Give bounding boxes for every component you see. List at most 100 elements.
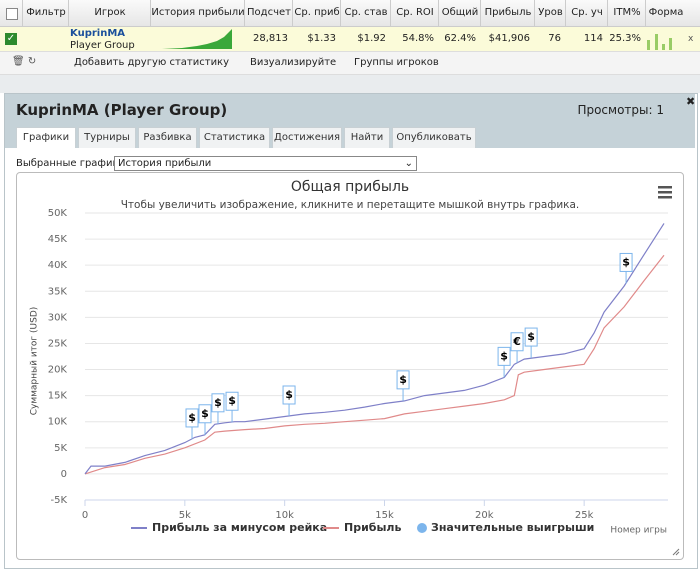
y-tick-label: 15K [48, 391, 68, 402]
column-header: Ср. уч [565, 0, 608, 26]
column-header: Игрок [68, 0, 151, 26]
column-header: Ср. ROI [390, 0, 439, 26]
legend-label: Прибыль [344, 521, 401, 534]
flag: $ [225, 391, 239, 423]
tab[interactable]: Статистика [199, 127, 270, 148]
form-bars [647, 34, 672, 50]
cell: 25.3% [609, 33, 641, 44]
y-tick-label: -5K [50, 495, 67, 506]
flag-box [282, 385, 296, 405]
flag: $ [211, 393, 225, 424]
series-line [84, 254, 665, 475]
column-header: Уров [534, 0, 566, 26]
y-tick-label: 10K [48, 417, 68, 428]
flag-box [619, 252, 633, 272]
tab[interactable]: Турниры [78, 127, 136, 148]
resize-handle [672, 548, 680, 556]
tab[interactable]: Графики [16, 127, 76, 148]
legend-symbol [417, 523, 427, 533]
flag-box [185, 408, 199, 428]
tab[interactable]: Найти [344, 127, 390, 148]
x-tick-label: 20k [475, 510, 494, 521]
flag: $ [198, 404, 212, 435]
cell: $1.92 [357, 33, 386, 44]
flag-label: $ [399, 373, 407, 386]
flag-box [497, 346, 511, 366]
table-row [0, 27, 700, 52]
flag-label: $ [285, 388, 293, 401]
column-header: Ср. приб [292, 0, 341, 26]
cell: 62.4% [444, 33, 476, 44]
profit-sparkline [162, 29, 232, 49]
x-tick-label: 0 [82, 510, 88, 521]
y-tick-label: 30K [48, 312, 68, 323]
cell: 114 [583, 33, 603, 44]
header-checkbox[interactable] [6, 8, 18, 20]
column-header: Общий [438, 0, 481, 26]
flag-box [510, 332, 524, 352]
x-tick-label: 25k [575, 510, 594, 521]
flag-label: $ [527, 330, 535, 343]
legend-label: Прибыль за минусом рейка [152, 521, 327, 534]
views: Просмотры: 1 [577, 103, 664, 117]
flag-label: $ [201, 407, 209, 420]
column-header: Фильтр [22, 0, 69, 26]
column-header: Ср. став [340, 0, 391, 26]
legend-label: Значительные выигрыши [431, 521, 594, 534]
chart-select[interactable]: История прибыли ⌄ [114, 156, 417, 171]
flag: $ [524, 327, 538, 359]
flag-box [396, 370, 410, 390]
player-group: Player Group [70, 40, 135, 51]
flag: $ [185, 408, 199, 439]
chart: Общая прибыль Чтобы увеличить изображени… [16, 172, 684, 560]
cell: $41,906 [488, 33, 530, 44]
chart-subtitle: Чтобы увеличить изображение, кликните и … [121, 199, 580, 211]
y-axis-label: Суммарный итог (USD) [30, 307, 40, 416]
player-name: KuprinMA [70, 28, 126, 39]
cell: 54.8% [402, 33, 434, 44]
panel-title: KuprinMA (Player Group) [16, 101, 228, 119]
x-axis-label: Номер игры [610, 526, 667, 536]
x-tick-label: 5k [179, 510, 191, 521]
close-button[interactable]: ✖ [686, 95, 696, 108]
y-tick-label: 25K [48, 338, 68, 349]
flag-label: $ [500, 349, 508, 362]
y-tick-label: 5K [54, 443, 67, 454]
x-tick-label: 15k [375, 510, 394, 521]
chart-title: Общая прибыль [291, 179, 409, 195]
y-tick-label: 0 [61, 469, 67, 480]
flag-box [524, 327, 538, 347]
column-header: Прибыль [480, 0, 535, 26]
flag-label: $ [188, 411, 196, 424]
column-header: ITM% [607, 0, 646, 26]
gap [0, 75, 700, 93]
y-tick-label: 45K [48, 234, 68, 245]
column-header: История прибыли [150, 0, 245, 26]
y-tick-label: 20K [48, 365, 68, 376]
row-checkbox[interactable]: ✓ [5, 33, 17, 45]
y-tick-label: 50K [48, 208, 68, 219]
select-label: Выбранные графики: [16, 158, 129, 169]
flag-box [225, 391, 239, 411]
table-header [0, 0, 700, 27]
row-close[interactable]: x [688, 34, 694, 44]
flag: $ [282, 385, 296, 416]
column-header: Форма [645, 0, 686, 26]
series-line [84, 223, 665, 475]
tab[interactable]: Достижения [272, 127, 342, 148]
toolbar-button: Группы игроков [354, 57, 439, 68]
flag: $ [497, 346, 511, 378]
toolbar-icons: 🗑 ↻ [12, 56, 37, 67]
flag: $ [396, 370, 410, 401]
flag: $ [619, 252, 633, 284]
tab[interactable]: Разбивка [138, 127, 197, 148]
cell: 76 [548, 33, 561, 44]
toolbar [0, 52, 700, 75]
column-header: Подсчет [244, 0, 293, 26]
toolbar-button: Визуализируйте [250, 57, 337, 68]
cell: $1.33 [307, 33, 336, 44]
tab[interactable]: Опубликовать [392, 127, 476, 148]
flag-label: $ [214, 396, 222, 409]
menu-icon[interactable] [658, 186, 672, 199]
y-tick-label: 40K [48, 260, 68, 271]
